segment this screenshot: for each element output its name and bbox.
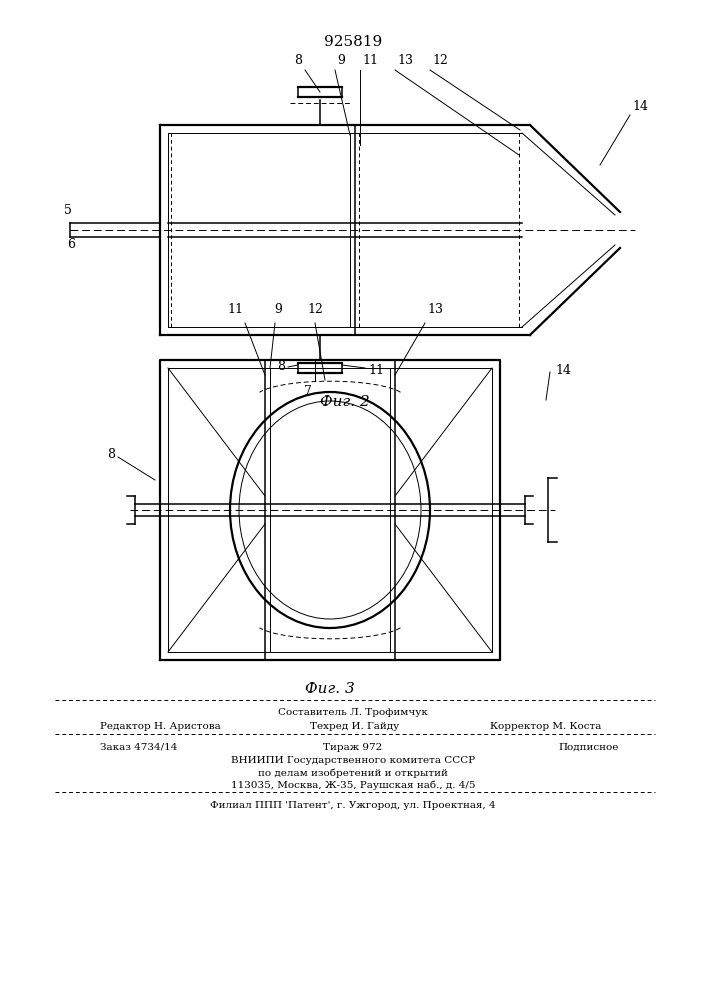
Text: 11: 11 xyxy=(362,54,378,67)
Text: Заказ 4734/14: Заказ 4734/14 xyxy=(100,743,177,752)
Text: 8: 8 xyxy=(277,360,285,373)
Text: 6: 6 xyxy=(67,238,75,251)
Text: Техред И. Гайду: Техред И. Гайду xyxy=(310,722,399,731)
Text: 8: 8 xyxy=(294,54,302,67)
Text: Фиг. 3: Фиг. 3 xyxy=(305,682,355,696)
Text: 13: 13 xyxy=(397,54,413,67)
Text: 14: 14 xyxy=(555,363,571,376)
Text: 925819: 925819 xyxy=(324,35,382,49)
Text: 7: 7 xyxy=(304,385,312,398)
Text: Филиал ППП 'Патент', г. Ужгород, ул. Проектная, 4: Филиал ППП 'Патент', г. Ужгород, ул. Про… xyxy=(210,801,496,810)
Text: Редактор Н. Аристова: Редактор Н. Аристова xyxy=(100,722,221,731)
Text: Подписное: Подписное xyxy=(558,743,619,752)
Text: 14: 14 xyxy=(632,100,648,113)
Text: 11: 11 xyxy=(227,303,243,316)
Text: ВНИИПИ Государственного комитета СССР: ВНИИПИ Государственного комитета СССР xyxy=(231,756,475,765)
Text: Составитель Л. Трофимчук: Составитель Л. Трофимчук xyxy=(278,708,428,717)
Text: Фиг. 2: Фиг. 2 xyxy=(320,395,370,409)
Text: 12: 12 xyxy=(307,303,323,316)
Text: Корректор М. Коста: Корректор М. Коста xyxy=(490,722,602,731)
Text: 113035, Москва, Ж-35, Раушская наб., д. 4/5: 113035, Москва, Ж-35, Раушская наб., д. … xyxy=(230,780,475,790)
Text: 12: 12 xyxy=(432,54,448,67)
Text: 11: 11 xyxy=(368,363,384,376)
Text: 13: 13 xyxy=(427,303,443,316)
Text: 8: 8 xyxy=(107,448,115,462)
Text: 5: 5 xyxy=(64,204,72,217)
Text: Тираж 972: Тираж 972 xyxy=(323,743,382,752)
Text: 9: 9 xyxy=(274,303,282,316)
Text: по делам изобретений и открытий: по делам изобретений и открытий xyxy=(258,768,448,778)
Text: 9: 9 xyxy=(337,54,345,67)
